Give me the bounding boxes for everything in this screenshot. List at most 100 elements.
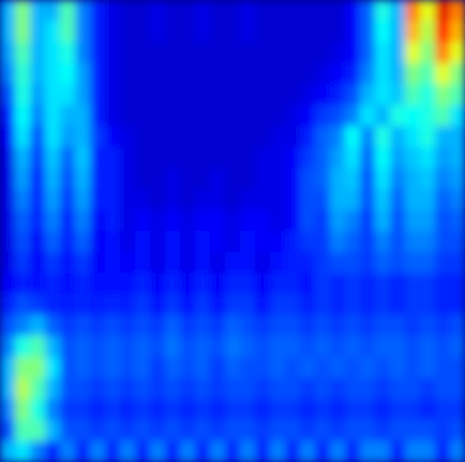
cell <box>285 294 301 316</box>
cell <box>135 189 151 211</box>
cell <box>180 42 196 64</box>
cell <box>60 147 76 169</box>
cell <box>255 231 271 253</box>
cell <box>210 189 226 211</box>
cell <box>75 315 91 337</box>
cell <box>60 294 76 316</box>
cell <box>300 126 316 148</box>
cell <box>90 420 106 442</box>
cell <box>300 420 316 442</box>
cell <box>345 399 361 421</box>
cell <box>45 399 61 421</box>
cell <box>390 273 406 295</box>
cell <box>180 315 196 337</box>
cell <box>330 105 346 127</box>
cell <box>225 315 241 337</box>
cell <box>330 399 346 421</box>
cell <box>360 105 376 127</box>
cell <box>105 84 121 106</box>
cell <box>420 273 436 295</box>
cell <box>285 147 301 169</box>
cell <box>150 273 166 295</box>
cell <box>240 63 256 85</box>
cell <box>120 294 136 316</box>
cell <box>0 378 16 400</box>
cell <box>165 168 181 190</box>
cell <box>105 168 121 190</box>
cell <box>270 42 286 64</box>
cell <box>30 357 46 379</box>
cell <box>450 273 465 295</box>
cell <box>435 210 451 232</box>
cell <box>285 399 301 421</box>
cell <box>75 147 91 169</box>
cell <box>270 420 286 442</box>
cell <box>420 105 436 127</box>
cell <box>255 357 271 379</box>
cell <box>45 315 61 337</box>
cell <box>270 441 286 462</box>
cell <box>420 210 436 232</box>
cell <box>105 231 121 253</box>
cell <box>420 378 436 400</box>
cell <box>225 357 241 379</box>
cell <box>225 126 241 148</box>
cell <box>270 273 286 295</box>
cell <box>45 336 61 358</box>
cell <box>30 168 46 190</box>
cell <box>105 315 121 337</box>
cell <box>405 147 421 169</box>
cell <box>390 357 406 379</box>
cell <box>315 0 331 22</box>
cell <box>150 378 166 400</box>
cell <box>450 420 465 442</box>
cell <box>90 336 106 358</box>
cell <box>330 378 346 400</box>
cell <box>210 420 226 442</box>
cell <box>255 441 271 462</box>
cell <box>405 294 421 316</box>
cell <box>45 126 61 148</box>
cell <box>0 147 16 169</box>
cell <box>270 252 286 274</box>
cell <box>30 336 46 358</box>
cell <box>405 189 421 211</box>
cell <box>375 168 391 190</box>
cell <box>450 294 465 316</box>
cell <box>420 63 436 85</box>
cell <box>315 294 331 316</box>
cell <box>360 336 376 358</box>
cell <box>105 189 121 211</box>
cell <box>210 231 226 253</box>
cell <box>90 147 106 169</box>
cell <box>285 84 301 106</box>
cell <box>390 147 406 169</box>
cell <box>315 420 331 442</box>
cell <box>285 189 301 211</box>
cell <box>300 252 316 274</box>
cell <box>195 210 211 232</box>
cell <box>15 84 31 106</box>
cell <box>285 231 301 253</box>
cell <box>360 42 376 64</box>
cell <box>360 420 376 442</box>
cell <box>420 294 436 316</box>
cell <box>180 84 196 106</box>
cell <box>30 420 46 442</box>
cell <box>405 210 421 232</box>
plot-background <box>0 0 465 462</box>
cell <box>285 42 301 64</box>
cell <box>195 378 211 400</box>
cell <box>450 0 465 22</box>
cell <box>435 231 451 253</box>
cell <box>15 336 31 358</box>
cell <box>300 315 316 337</box>
cell <box>15 231 31 253</box>
cell <box>330 42 346 64</box>
cell <box>450 399 465 421</box>
cell <box>15 252 31 274</box>
cell <box>75 294 91 316</box>
cell <box>90 105 106 127</box>
cell <box>165 0 181 22</box>
cell <box>240 294 256 316</box>
